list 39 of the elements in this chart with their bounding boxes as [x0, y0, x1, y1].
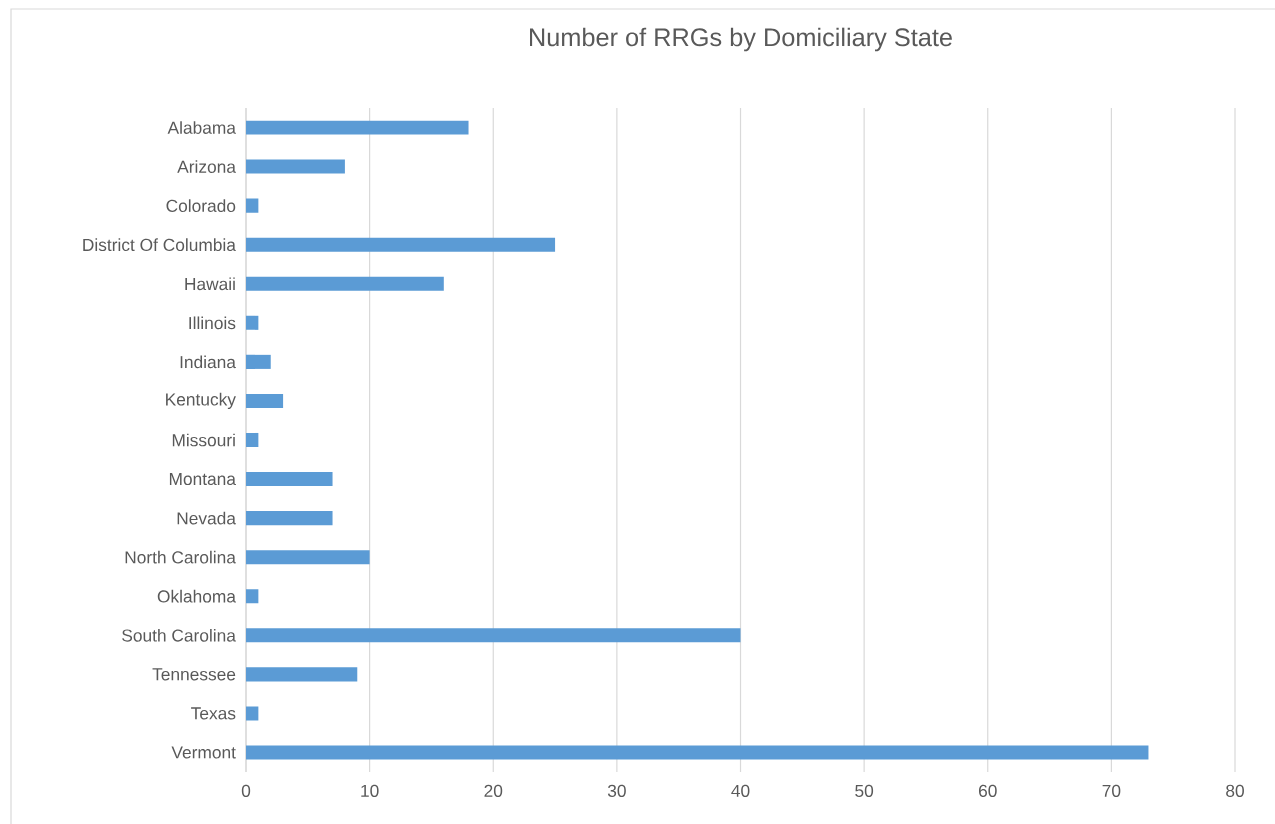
y-tick-label: Alabama: [167, 121, 236, 134]
x-tick-label: 20: [484, 784, 503, 797]
y-tick-label: Colorado: [166, 199, 236, 213]
y-tick-label: Tennessee: [152, 668, 236, 681]
bar: [246, 393, 284, 408]
x-tick-label: 60: [978, 784, 997, 797]
bar: [246, 472, 333, 487]
x-tick-label: 40: [731, 784, 750, 797]
y-tick-label: Indiana: [180, 355, 236, 369]
chart-title: Number of RRGs by Domiciliary State: [530, 27, 952, 52]
bar: [246, 120, 469, 135]
x-tick-label: 0: [241, 784, 251, 797]
y-tick-label: Missouri: [172, 433, 235, 447]
bar: [246, 550, 370, 565]
bar: [246, 354, 271, 369]
bar: [246, 745, 1149, 760]
x-tick-label: 70: [1102, 784, 1121, 797]
y-tick-label: Nevada: [177, 511, 236, 525]
y-tick-label: District Of Columbia: [83, 238, 236, 252]
y-tick-label: Texas: [191, 707, 236, 720]
y-tick-label: South Carolina: [122, 628, 236, 642]
y-tick-label: Oklahoma: [157, 589, 236, 603]
y-tick-label: Vermont: [171, 746, 236, 759]
x-tick-label: 10: [361, 784, 379, 797]
y-tick-label: Hawaii: [185, 277, 235, 291]
bar: [246, 667, 358, 682]
x-tick-label: 30: [607, 784, 626, 797]
bar: [246, 511, 333, 526]
y-tick-label: Arizona: [177, 160, 236, 173]
bar: [246, 276, 444, 291]
bar: [246, 159, 345, 174]
bar: [246, 628, 741, 643]
x-tick-label: 50: [855, 784, 874, 797]
y-tick-label: Montana: [169, 473, 236, 486]
bar: [246, 237, 556, 252]
y-tick-label: Illinois: [189, 316, 236, 330]
y-tick-label: Kentucky: [166, 392, 236, 410]
y-tick-label: North Carolina: [125, 550, 236, 564]
x-tick-label: 80: [1226, 784, 1244, 797]
